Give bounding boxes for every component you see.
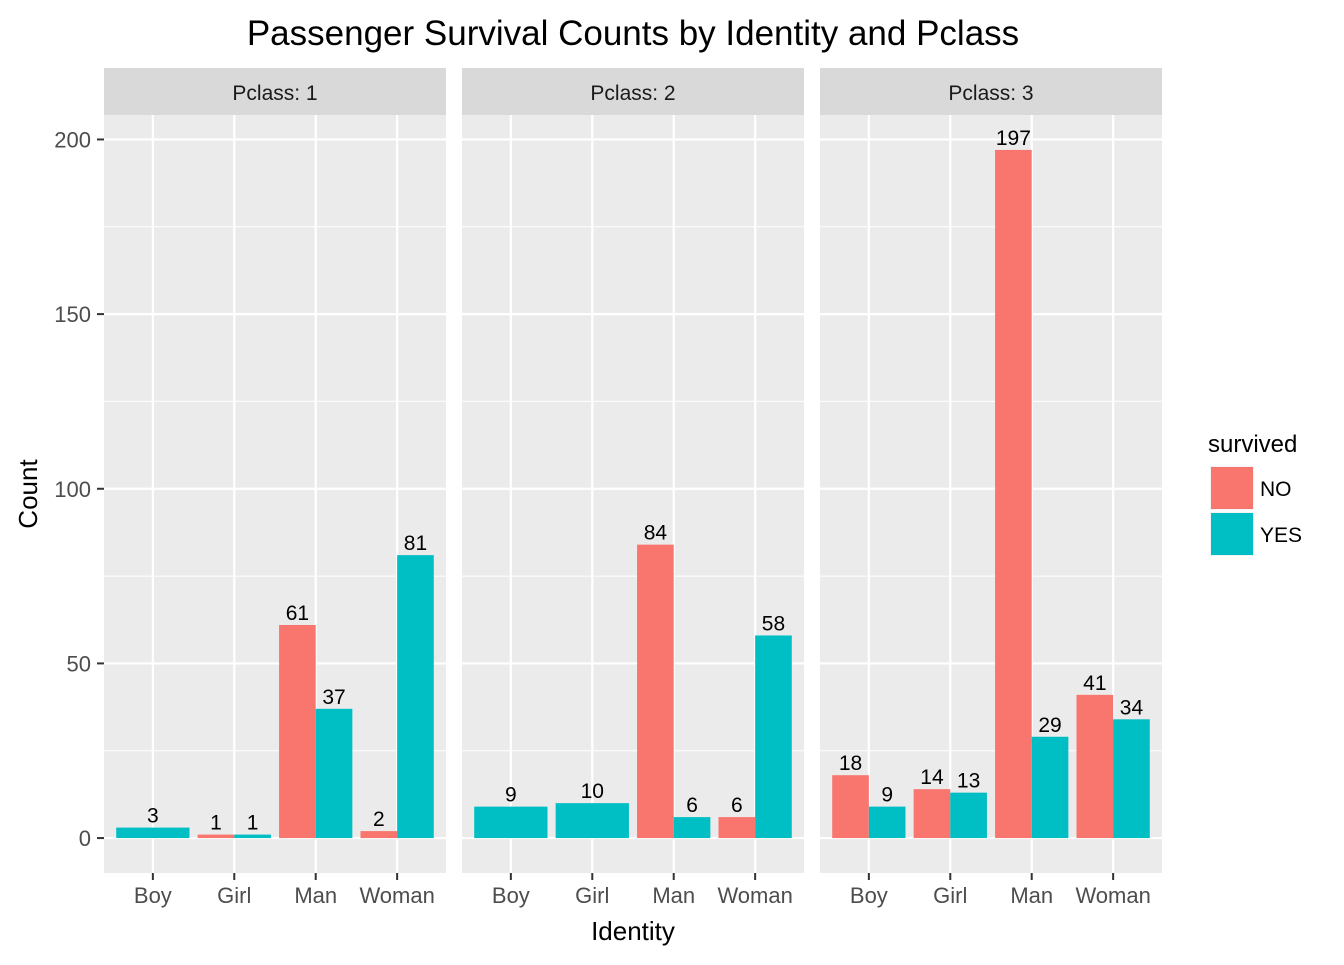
x-tick-label: Man [1010,883,1053,908]
legend-key-swatch [1211,513,1253,555]
facet-strip-label: Pclass: 2 [590,82,675,105]
bar [197,834,235,839]
x-tick-label: Woman [359,883,434,908]
bar-value-label: 84 [644,522,668,545]
legend-title: survived [1208,431,1297,458]
bar-value-label: 197 [996,127,1031,150]
x-tick-label: Man [294,883,337,908]
x-tick-label: Girl [217,883,251,908]
bar-value-label: 10 [581,780,604,803]
bar-value-label: 34 [1120,696,1144,719]
bar-value-label: 41 [1083,672,1106,695]
bar [397,555,434,839]
bar-value-label: 13 [957,770,980,793]
panel-background [104,115,446,873]
facet-strip [820,68,1162,115]
x-tick-label: Girl [933,883,967,908]
bar [279,624,316,839]
x-axis-label: Identity [591,916,675,946]
bar [950,792,987,839]
y-tick-label: 150 [54,302,91,327]
bar [637,544,674,839]
bar-value-label: 61 [286,602,309,625]
y-tick-label: 0 [79,826,91,851]
bar [315,708,353,839]
x-tick-label: Boy [492,883,530,908]
bar-value-label: 3 [147,805,159,828]
bar [234,834,271,839]
bar [1076,694,1114,839]
y-tick-label: 200 [54,127,91,152]
facet-strip [104,68,446,115]
bar-value-label: 6 [731,794,743,817]
bar [755,635,792,839]
bar [673,817,711,839]
bar-value-label: 2 [373,808,385,831]
chart-title: Passenger Survival Counts by Identity an… [247,14,1019,53]
x-tick-label: Boy [850,883,888,908]
x-tick-label: Woman [1075,883,1150,908]
x-tick-label: Boy [134,883,172,908]
y-axis-label: Count [13,459,43,529]
bar-value-label: 18 [839,752,862,775]
bar-value-label: 9 [505,784,517,807]
x-tick-label: Woman [717,883,792,908]
bar-value-label: 9 [881,784,893,807]
facet-strip [462,68,804,115]
bar [555,803,629,839]
bar [913,789,951,839]
bar-value-label: 1 [210,812,222,835]
legend-entry-label: YES [1260,524,1302,547]
legend-entry-label: NO [1260,478,1292,501]
legend-key-swatch [1211,467,1253,509]
facet-strip-label: Pclass: 3 [948,82,1033,105]
bar [116,827,190,839]
x-tick-label: Man [652,883,695,908]
bar [832,775,869,839]
y-tick-label: 100 [54,477,91,502]
y-tick-label: 50 [67,651,91,676]
bar [868,806,906,839]
panel-background [462,115,804,873]
bar [995,149,1032,839]
bar [1113,719,1150,839]
bar [718,817,756,839]
bar-value-label: 6 [686,794,698,817]
facet-strip-label: Pclass: 1 [232,82,317,105]
bar-value-label: 1 [247,812,259,835]
bar [1031,736,1069,839]
bar-value-label: 29 [1038,714,1061,737]
bar-value-label: 14 [920,766,944,789]
bar-value-label: 58 [762,612,785,635]
x-tick-label: Girl [575,883,609,908]
bar-value-label: 37 [322,686,345,709]
bar-value-label: 81 [404,532,427,555]
bar [474,806,548,839]
bar [360,831,398,839]
